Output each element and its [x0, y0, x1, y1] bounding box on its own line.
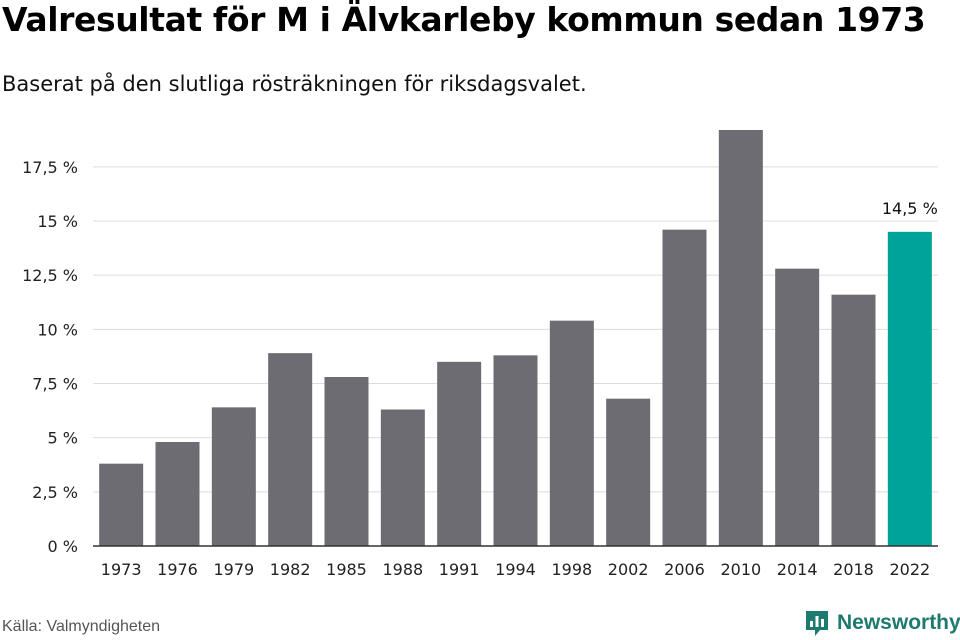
y-tick-label: 0 % — [48, 537, 78, 556]
x-tick-label: 1982 — [270, 560, 311, 579]
y-tick-label: 2,5 % — [32, 483, 78, 502]
bar-1988 — [380, 409, 425, 546]
brand-name: Newsworthy — [837, 611, 960, 634]
bar-2006 — [662, 229, 707, 546]
bar-2022 — [887, 231, 932, 547]
bar-1976 — [155, 442, 200, 546]
bar-1994 — [493, 355, 538, 546]
bar-1991 — [437, 361, 482, 546]
x-axis-ticks: 1973 1976 1979 1982 1985 1988 1991 1994 1998 2002… — [101, 560, 930, 579]
bar-1982 — [268, 353, 313, 546]
x-tick-label: 2014 — [777, 560, 818, 579]
x-tick-label: 2002 — [608, 560, 649, 579]
bar-2010 — [718, 130, 763, 546]
y-tick-label: 12,5 % — [22, 266, 78, 285]
x-tick-label: 2010 — [720, 560, 761, 579]
x-tick-label: 1998 — [551, 560, 592, 579]
x-tick-label: 2022 — [889, 560, 930, 579]
brand-logo[interactable]: Newsworthy — [804, 608, 960, 638]
x-tick-label: 1979 — [213, 560, 254, 579]
data-labels: 14,5 % — [882, 199, 938, 218]
chart-subtitle: Baserat på den slutliga rösträkningen fö… — [2, 72, 587, 96]
source-note: Källa: Valmyndigheten — [2, 618, 161, 635]
bar-1973 — [99, 463, 144, 546]
y-tick-label: 17,5 % — [22, 158, 78, 177]
x-tick-label: 1985 — [326, 560, 367, 579]
y-axis-ticks: 0 % 2,5 % 5 % 7,5 % 10 % 12,5 % 15 % 17,5 % — [22, 158, 78, 556]
y-tick-label: 15 % — [37, 212, 78, 231]
y-tick-label: 5 % — [48, 429, 78, 448]
x-tick-label: 1991 — [439, 560, 480, 579]
data-label: 14,5 % — [882, 199, 938, 218]
x-tick-label: 1973 — [101, 560, 142, 579]
x-tick-label: 1988 — [382, 560, 423, 579]
y-tick-label: 7,5 % — [32, 375, 78, 394]
bar-1979 — [211, 407, 256, 546]
x-tick-label: 2006 — [664, 560, 705, 579]
y-tick-label: 10 % — [37, 320, 78, 339]
bar-1998 — [549, 320, 594, 546]
x-tick-label: 1976 — [157, 560, 198, 579]
bar-2014 — [775, 268, 820, 546]
x-tick-label: 2018 — [833, 560, 874, 579]
bar-chart: 0 % 2,5 % 5 % 7,5 % 10 % 12,5 % 15 % 17,5 % 197… — [22, 130, 938, 579]
bar-2002 — [606, 398, 651, 546]
chart-title: Valresultat för M i Älvkarleby kommun se… — [2, 0, 926, 39]
bar-1985 — [324, 377, 369, 546]
newsworthy-logo-icon — [806, 611, 828, 636]
x-tick-label: 1994 — [495, 560, 536, 579]
bars — [99, 130, 932, 547]
bar-2018 — [831, 294, 876, 546]
